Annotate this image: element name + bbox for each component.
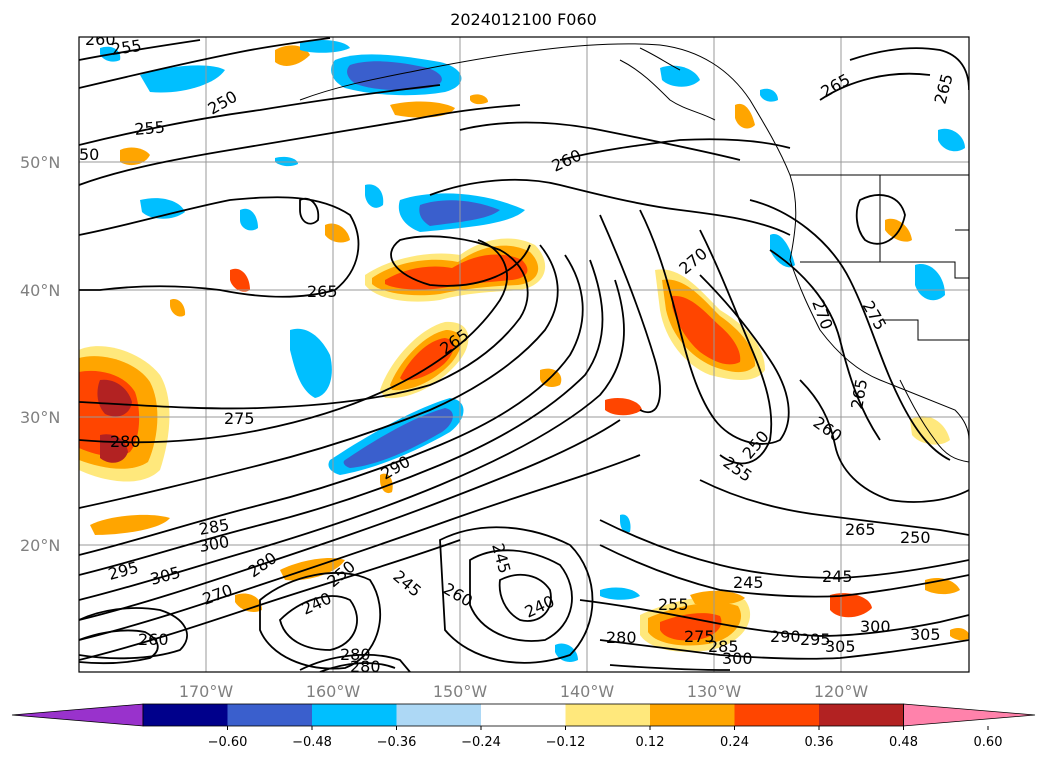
contour-lines bbox=[79, 37, 969, 672]
colorbar-segment bbox=[312, 704, 397, 726]
colorbar-segment bbox=[734, 704, 820, 726]
colorbar-segment bbox=[565, 704, 651, 726]
contour-label: 290 bbox=[770, 627, 801, 646]
colorbar-segment bbox=[227, 704, 313, 726]
colorbar-tick-label: 0.48 bbox=[889, 735, 918, 750]
map-frame bbox=[78, 36, 970, 673]
contour-label: 305 bbox=[825, 637, 856, 656]
contour-label: 285 bbox=[708, 637, 739, 656]
colorbar-extend-max bbox=[903, 703, 1036, 727]
contour-label: 305 bbox=[910, 625, 941, 644]
contour-label: 280 bbox=[606, 628, 637, 647]
colorbar-tick-label: −0.36 bbox=[377, 735, 417, 750]
longitude-labels: 170°W 160°W 150°W 140°W 130°W 120°W bbox=[179, 682, 869, 701]
contour-label: 300 bbox=[722, 649, 753, 668]
contour-label: 245 bbox=[733, 573, 764, 592]
lat-label: 50°N bbox=[20, 153, 60, 172]
contour-label: 280 bbox=[110, 432, 141, 451]
contour-label: 255 bbox=[110, 36, 143, 59]
contour-label: 255 bbox=[134, 117, 166, 139]
map-panel: 260 255 250 255 50 260 265 265 265 270 2… bbox=[79, 30, 969, 676]
colorbar-segment bbox=[650, 704, 735, 726]
colorbar-tick-label: 0.36 bbox=[805, 735, 834, 750]
contour-label: 300 bbox=[860, 617, 891, 636]
contour-label: 295 bbox=[800, 630, 831, 649]
lat-label: 20°N bbox=[20, 536, 60, 555]
colorbar: −0.60 −0.48 −0.36 −0.24 −0.12 0.12 0.24 0.36 0.4… bbox=[11, 703, 1036, 750]
colorbar-tick-label: −0.60 bbox=[208, 735, 248, 750]
colorbar-tick-label: 0.24 bbox=[720, 735, 749, 750]
colorbar-segment bbox=[481, 704, 566, 726]
colorbar-extend-min bbox=[11, 703, 144, 727]
contour-label: 265 bbox=[845, 520, 876, 539]
colorbar-outline bbox=[142, 703, 904, 727]
contour-label: 275 bbox=[684, 627, 715, 646]
lon-label: 150°W bbox=[433, 682, 488, 701]
contour-label: 275 bbox=[224, 409, 255, 428]
contour-label: 280 bbox=[340, 645, 371, 664]
grid-lines bbox=[79, 37, 969, 672]
colorbar-tick-label: −0.12 bbox=[546, 735, 586, 750]
coastlines bbox=[299, 43, 969, 463]
lon-label: 160°W bbox=[306, 682, 361, 701]
colorbar-tick-label: 0.12 bbox=[636, 735, 665, 750]
colorbar-tick-label: 0.60 bbox=[974, 735, 1003, 750]
lon-label: 130°W bbox=[687, 682, 742, 701]
map-title: 2024012100 F060 bbox=[450, 10, 597, 29]
latitude-labels: 50°N 40°N 30°N 20°N bbox=[20, 153, 60, 555]
lon-label: 120°W bbox=[814, 682, 869, 701]
contour-label: 245 bbox=[822, 567, 853, 586]
lat-label: 30°N bbox=[20, 408, 60, 427]
colorbar-tick-label: −0.48 bbox=[292, 735, 332, 750]
lon-label: 140°W bbox=[560, 682, 615, 701]
contour-label: 265 bbox=[307, 282, 338, 301]
contour-label: 250 bbox=[900, 528, 931, 547]
colorbar-segment bbox=[396, 704, 482, 726]
contour-label: 280 bbox=[350, 657, 381, 676]
colorbar-segment bbox=[819, 704, 904, 726]
colorbar-segment bbox=[143, 704, 228, 726]
lon-label: 170°W bbox=[179, 682, 234, 701]
lat-label: 40°N bbox=[20, 281, 60, 300]
contour-label: 260 bbox=[138, 630, 169, 649]
contour-label: 255 bbox=[658, 595, 689, 614]
contour-label: 260 bbox=[85, 30, 116, 49]
contour-label: 50 bbox=[79, 145, 99, 164]
colorbar-tick-label: −0.24 bbox=[461, 735, 501, 750]
